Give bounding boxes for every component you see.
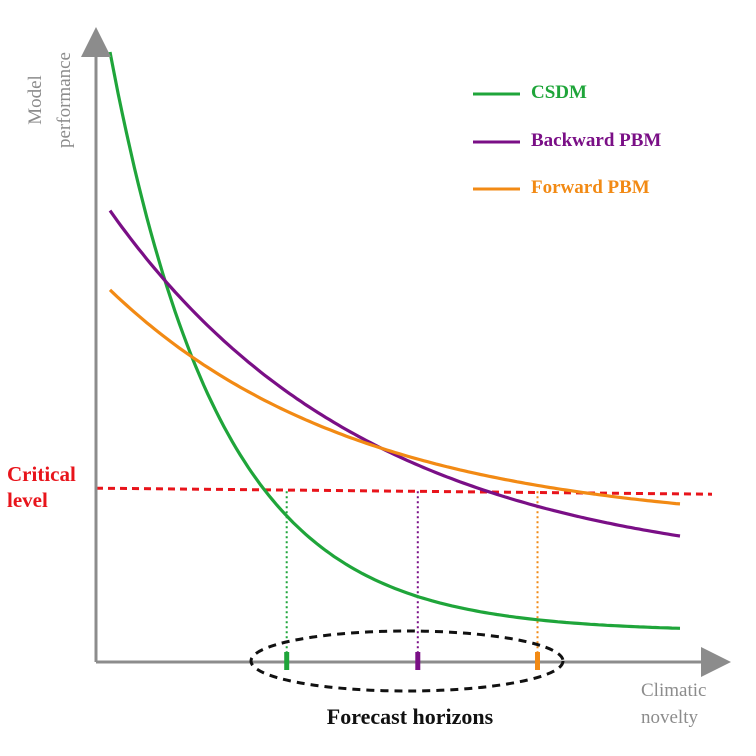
critical-level-group [95,486,713,496]
x-axis-label-line2: novelty [641,707,698,728]
axes [81,27,731,677]
curve-forward [108,288,681,506]
x-axis-label-line1: Climatic [641,680,706,701]
legend-label-backward-pbm: Backward PBM [531,130,661,151]
legend-label-forward-pbm: Forward PBM [531,177,650,198]
horizon-guide-lines [285,491,539,662]
forecast-horizons-label: Forecast horizons [327,704,494,729]
forecast-horizons-ellipse [249,629,565,693]
legend-label-csdm: CSDM [531,82,587,103]
critical-level-line [95,486,713,496]
curve-csdm [108,51,681,630]
critical-level-label-line2: level [7,488,48,512]
y-axis-label-line1: Model [25,75,46,125]
critical-level-label-line1: Critical [7,462,76,486]
curve-backward [108,209,681,538]
y-axis-label-line2: performance [54,52,75,148]
performance-curves [108,51,681,630]
legend: CSDM Backward PBM Forward PBM [473,82,661,198]
y-axis-label: Model performance [25,52,75,148]
horizon-ticks [284,652,540,670]
